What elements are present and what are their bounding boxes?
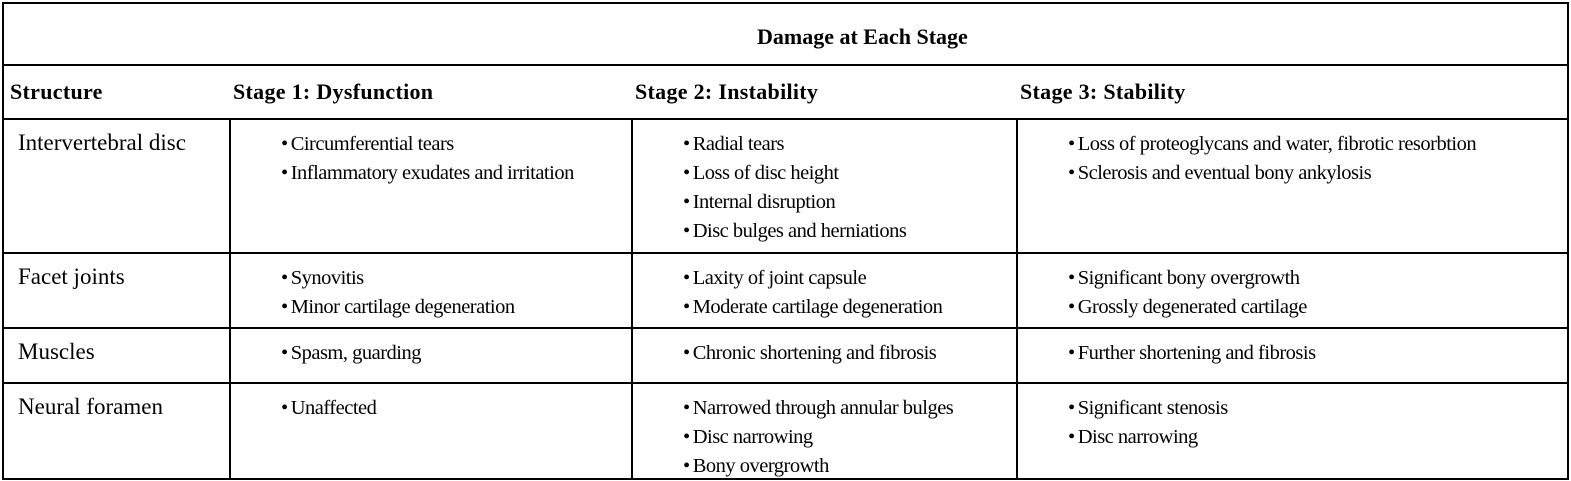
table-title-row: Damage at Each Stage xyxy=(4,4,1567,66)
structure-cell: Facet joints xyxy=(4,254,229,327)
list-item: Spasm, guarding xyxy=(281,339,422,368)
bullet-list: Narrowed through annular bulgesDisc narr… xyxy=(683,394,954,481)
bullet-list: Radial tearsLoss of disc heightInternal … xyxy=(683,130,907,246)
bullet-list: Loss of proteoglycans and water, fibroti… xyxy=(1068,130,1477,188)
list-item: Disc bulges and herniations xyxy=(683,217,907,246)
bullet-list: Significant bony overgrowthGrossly degen… xyxy=(1068,264,1308,322)
bullet-list: Further shortening and fibrosis xyxy=(1068,339,1316,368)
list-item: Disc narrowing xyxy=(683,423,953,452)
list-item: Significant stenosis xyxy=(1068,394,1229,423)
table-row: Facet joints SynovitisMinor cartilage deg… xyxy=(4,254,1567,329)
structure-name: Intervertebral disc xyxy=(18,130,186,155)
structure-cell: Muscles xyxy=(4,329,229,382)
list-item: Radial tears xyxy=(683,130,906,159)
list-item: Minor cartilage degeneration xyxy=(281,293,515,322)
list-item: Significant bony overgrowth xyxy=(1068,264,1307,293)
list-item: Laxity of joint capsule xyxy=(683,264,942,293)
list-item: Narrowed through annular bulges xyxy=(683,394,954,423)
list-item: Chronic shortening and fibrosis xyxy=(683,339,937,368)
stage-2-cell: Narrowed through annular bulgesDisc narr… xyxy=(631,384,1016,480)
stage-1-cell: SynovitisMinor cartilage degeneration xyxy=(229,254,631,327)
header-row: Structure Stage 1: Dysfunction Stage 2: … xyxy=(4,66,1567,120)
bullet-list: Laxity of joint capsuleModerate cartilag… xyxy=(683,264,943,322)
list-item: Loss of disc height xyxy=(683,159,906,188)
list-item: Inflammatory exudates and irritation xyxy=(281,159,575,188)
structure-cell: Intervertebral disc xyxy=(4,120,229,252)
bullet-list: Significant stenosisDisc narrowing xyxy=(1068,394,1229,452)
list-item: Disc narrowing xyxy=(1068,423,1228,452)
list-item: Unaffected xyxy=(281,394,377,423)
structure-name: Muscles xyxy=(18,339,95,364)
bullet-list: Spasm, guarding xyxy=(281,339,422,368)
stage-3-cell: Further shortening and fibrosis xyxy=(1016,329,1567,382)
list-item: Circumferential tears xyxy=(281,130,574,159)
list-item: Internal disruption xyxy=(683,188,906,217)
stage-1-cell: Circumferential tearsInflammatory exudat… xyxy=(229,120,631,252)
bullet-list: Unaffected xyxy=(281,394,377,423)
list-item: Bony overgrowth xyxy=(683,452,953,481)
table-title: Damage at Each Stage xyxy=(757,24,968,49)
header-structure: Structure xyxy=(10,79,103,104)
stage-3-cell: Loss of proteoglycans and water, fibroti… xyxy=(1016,120,1567,252)
stage-2-cell: Chronic shortening and fibrosis xyxy=(631,329,1016,382)
bullet-list: Chronic shortening and fibrosis xyxy=(683,339,937,368)
list-item: Synovitis xyxy=(281,264,515,293)
structure-name: Neural foramen xyxy=(18,394,163,419)
header-stage-3: Stage 3: Stability xyxy=(1020,79,1186,104)
list-item: Moderate cartilage degeneration xyxy=(683,293,943,322)
stage-3-cell: Significant bony overgrowthGrossly degen… xyxy=(1016,254,1567,327)
table-row: Intervertebral disc Circumferential tears… xyxy=(4,120,1567,254)
list-item: Loss of proteoglycans and water, fibroti… xyxy=(1068,130,1477,159)
stage-3-cell: Significant stenosisDisc narrowing xyxy=(1016,384,1567,480)
list-item: Sclerosis and eventual bony ankylosis xyxy=(1068,159,1476,188)
list-item: Grossly degenerated cartilage xyxy=(1068,293,1308,322)
structure-cell: Neural foramen xyxy=(4,384,229,480)
table-row: Muscles Spasm, guarding Chronic shortening… xyxy=(4,329,1567,384)
structure-name: Facet joints xyxy=(18,264,125,289)
header-stage-1: Stage 1: Dysfunction xyxy=(233,79,434,104)
list-item: Further shortening and fibrosis xyxy=(1068,339,1316,368)
header-stage-2: Stage 2: Instability xyxy=(635,79,819,104)
bullet-list: SynovitisMinor cartilage degeneration xyxy=(281,264,515,322)
stage-2-cell: Radial tearsLoss of disc heightInternal … xyxy=(631,120,1016,252)
bullet-list: Circumferential tearsInflammatory exudat… xyxy=(281,130,575,188)
stage-1-cell: Unaffected xyxy=(229,384,631,480)
stage-2-cell: Laxity of joint capsuleModerate cartilag… xyxy=(631,254,1016,327)
stage-1-cell: Spasm, guarding xyxy=(229,329,631,382)
table-row: Neural foramen Unaffected Narrowed through… xyxy=(4,384,1567,480)
